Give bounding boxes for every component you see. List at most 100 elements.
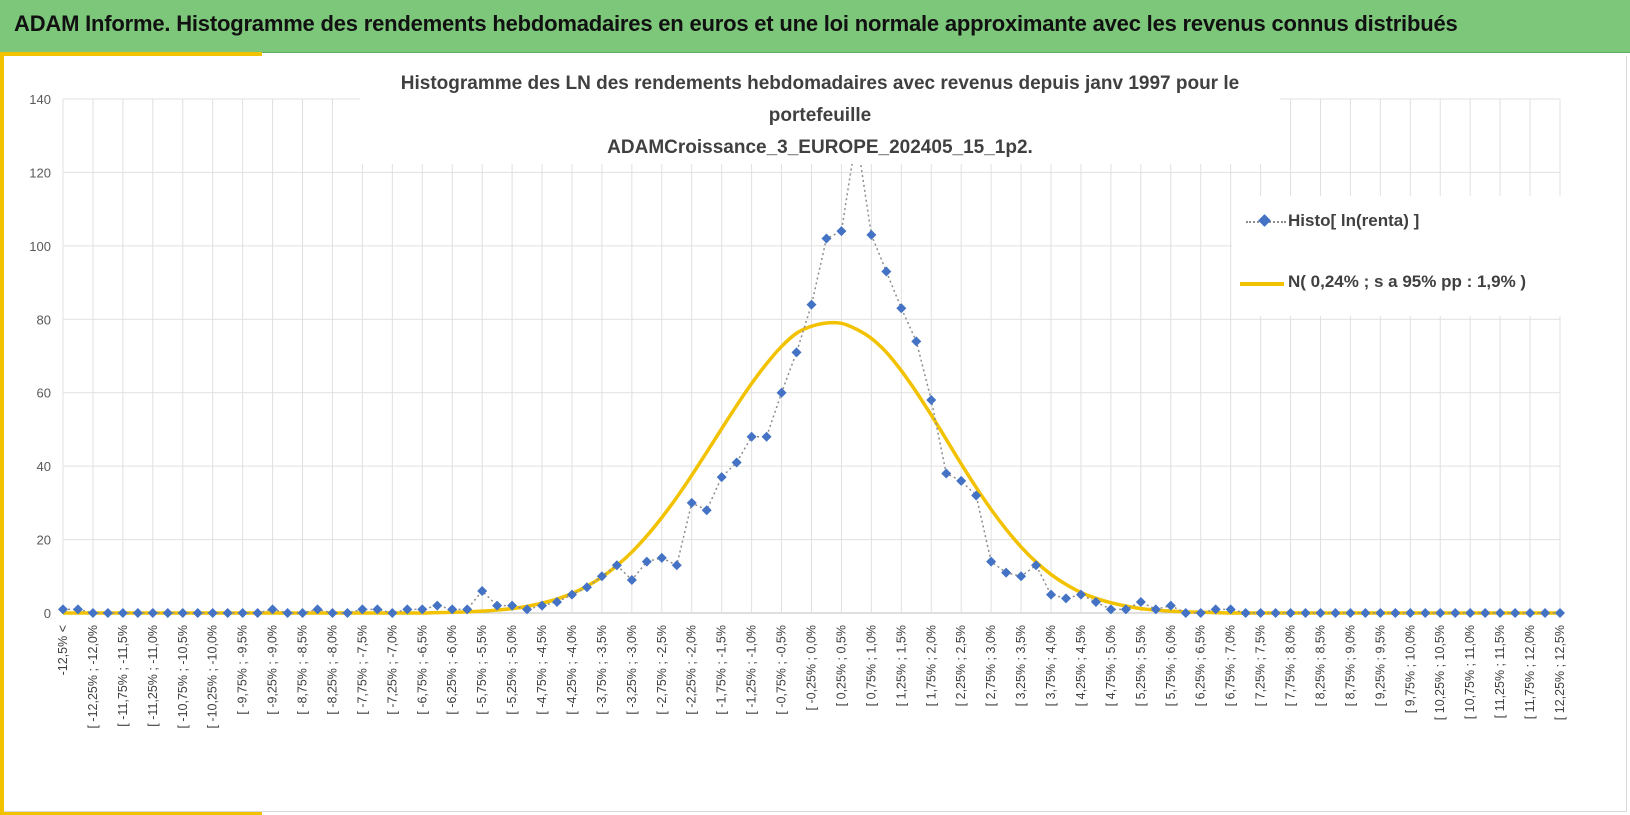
histogram-point — [1480, 608, 1491, 618]
histogram-point — [806, 299, 817, 310]
histogram-point — [222, 608, 233, 618]
x-tick-label: [ 3,75% ; 4,0% — [1044, 625, 1058, 706]
histogram-point — [866, 229, 877, 240]
x-tick-label: [ -12,25% ; -12,0% — [86, 625, 100, 729]
histogram-point — [282, 608, 293, 618]
histogram-point — [387, 608, 398, 618]
histogram-point — [896, 303, 907, 314]
histogram-point — [237, 608, 248, 618]
chart-title-line-2: ADAMCroissance_3_EUROPE_202405_15_1p2. — [607, 137, 1033, 158]
x-tick-label: [ 6,75% ; 7,0% — [1224, 625, 1238, 706]
x-tick-label: [ 11,25% ; 11,5% — [1493, 625, 1507, 718]
histogram-point — [87, 608, 98, 618]
y-tick-label: 80 — [37, 312, 51, 327]
histogram-point — [552, 596, 563, 607]
histogram-point — [1465, 608, 1476, 618]
chart-title: Histogramme des LN des rendements hebdom… — [360, 68, 1280, 164]
x-tick-label: [ -11,75% ; -11,5% — [116, 625, 130, 727]
histogram-point — [1046, 589, 1057, 600]
x-tick-label: [ -1,75% ; -1,5% — [715, 625, 729, 715]
histogram-point — [72, 604, 83, 615]
y-tick-label: 100 — [29, 239, 51, 254]
histogram-point — [791, 347, 802, 358]
accent-bar-left — [0, 52, 4, 815]
histogram-point — [342, 608, 353, 618]
histogram-point — [671, 560, 682, 571]
histogram-point — [1105, 604, 1116, 615]
x-tick-label: [ -4,25% ; -4,0% — [565, 625, 579, 715]
histogram-point — [1001, 567, 1012, 578]
x-tick-label: [ -2,25% ; -2,0% — [685, 625, 699, 715]
histogram-point — [1210, 604, 1221, 615]
histogram-point — [761, 431, 772, 442]
x-tick-label: [ -9,75% ; -9,5% — [236, 625, 250, 715]
histogram-point — [1300, 608, 1311, 618]
histogram-point — [1345, 608, 1356, 618]
histogram-point — [731, 457, 742, 468]
x-tick-label: [ 4,25% ; 4,5% — [1074, 625, 1088, 706]
histogram-point — [941, 468, 952, 479]
histogram-point — [746, 431, 757, 442]
x-tick-label: [ -8,25% ; -8,0% — [325, 625, 339, 715]
x-tick-label: [ 7,25% ; 7,5% — [1254, 625, 1268, 706]
histogram-point — [507, 600, 518, 611]
x-tick-label: [ 6,25% ; 6,5% — [1194, 625, 1208, 706]
x-tick-label: -12,5% < — [56, 625, 70, 675]
histogram-point — [1525, 608, 1536, 618]
histogram-point — [147, 608, 158, 618]
histogram-point — [701, 505, 712, 516]
accent-bar-top — [0, 52, 262, 56]
histogram-point — [207, 608, 218, 618]
x-tick-label: [ 5,25% ; 5,5% — [1134, 625, 1148, 706]
histogram-point — [1495, 608, 1506, 618]
histogram-point — [432, 600, 443, 611]
histogram-point — [447, 604, 458, 615]
histogram-point — [1390, 608, 1401, 618]
histogram-point — [686, 497, 697, 508]
histogram-point — [177, 608, 188, 618]
x-tick-label: [ 11,75% ; 12,0% — [1523, 625, 1537, 719]
histogram-point — [911, 336, 922, 347]
histogram-point — [357, 604, 368, 615]
histogram-point — [881, 266, 892, 277]
histogram-point — [1555, 608, 1565, 618]
histogram-point — [58, 604, 68, 615]
histogram-point — [1165, 600, 1176, 611]
x-tick-label: [ -8,75% ; -8,5% — [296, 625, 310, 715]
x-tick-label: [ -3,25% ; -3,0% — [625, 625, 639, 715]
histogram-series-line — [63, 135, 1560, 614]
histogram-point — [1031, 560, 1042, 571]
histogram-point — [1090, 596, 1101, 607]
accent-bar-bottom — [0, 811, 262, 815]
legend-swatch-normal — [1240, 282, 1284, 286]
x-tick-label: [ -0,25% ; 0,0% — [805, 625, 819, 710]
x-tick-label: [ -10,25% ; -10,0% — [206, 625, 220, 729]
histogram-point — [1060, 593, 1071, 604]
x-tick-label: [ 2,25% ; 2,5% — [954, 625, 968, 706]
histogram-point — [836, 226, 847, 237]
x-tick-label: [ -5,75% ; -5,5% — [475, 625, 489, 715]
y-tick-label: 60 — [37, 386, 51, 401]
histogram-point — [417, 604, 428, 615]
histogram-point — [1225, 604, 1236, 615]
histogram-point — [1450, 608, 1461, 618]
histogram-point — [192, 608, 203, 618]
y-tick-label: 40 — [37, 459, 51, 474]
y-tick-label: 0 — [44, 606, 51, 621]
histogram-point — [1420, 608, 1431, 618]
histogram-point — [986, 556, 997, 567]
x-tick-label: [ 5,75% ; 6,0% — [1164, 625, 1178, 706]
histogram-point — [1375, 608, 1386, 618]
x-tick-label: [ -6,25% ; -6,0% — [445, 625, 459, 715]
histogram-point — [1330, 608, 1341, 618]
histogram-point — [327, 608, 338, 618]
x-tick-label: [ -4,75% ; -4,5% — [535, 625, 549, 715]
histogram-point — [1270, 608, 1281, 618]
histogram-point — [1540, 608, 1551, 618]
histogram-point — [626, 574, 637, 585]
x-tick-label: [ -5,25% ; -5,0% — [505, 625, 519, 715]
histogram-point — [402, 604, 413, 615]
histogram-point — [926, 395, 937, 406]
x-tick-label: [ 8,75% ; 9,0% — [1343, 625, 1357, 706]
x-tick-label: [ 0,25% ; 0,5% — [834, 625, 848, 706]
